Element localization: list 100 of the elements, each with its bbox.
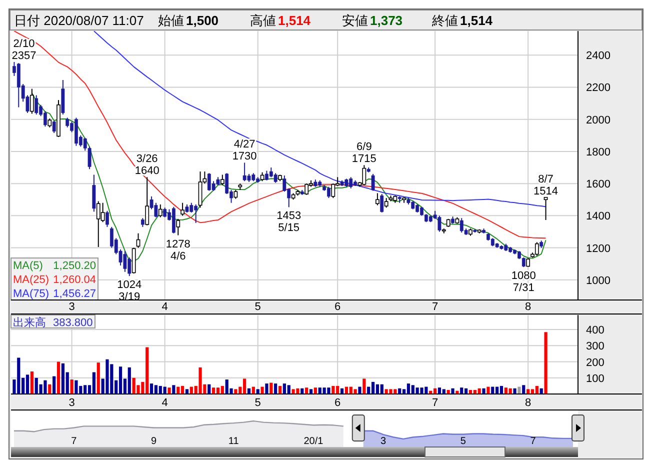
bar xyxy=(26,374,30,394)
x-tick-label: 6 xyxy=(334,397,341,409)
x-tick-label: 20/1 xyxy=(304,436,324,447)
y-tick-label: 200 xyxy=(586,356,604,369)
bar xyxy=(270,382,273,394)
candlestick xyxy=(34,94,38,116)
bar xyxy=(216,388,220,394)
bar xyxy=(380,384,384,394)
x-tick-label: 4 xyxy=(162,397,168,409)
y-tick-label: 1400 xyxy=(586,210,610,223)
x-tick-label: 7 xyxy=(432,397,438,409)
bar xyxy=(74,380,78,394)
bar xyxy=(526,389,530,394)
bar xyxy=(52,376,56,394)
bar xyxy=(486,386,490,394)
x-tick-label: 3 xyxy=(380,436,387,447)
annotation: 1453 5/15 xyxy=(276,210,302,234)
y-tick-label: 1000 xyxy=(586,274,610,287)
bar xyxy=(522,385,526,394)
candlestick xyxy=(52,120,56,134)
text: 1,373 xyxy=(370,13,403,28)
bar xyxy=(150,384,154,394)
bar xyxy=(544,332,548,394)
x-tick-label: 5 xyxy=(254,301,261,313)
text: 1,514 xyxy=(278,13,312,28)
bar xyxy=(198,367,202,394)
candlestick xyxy=(145,176,150,226)
candlestick xyxy=(376,192,380,206)
candlestick xyxy=(544,196,548,221)
bar xyxy=(154,385,158,394)
x-tick-label: 3 xyxy=(68,301,75,313)
candlestick xyxy=(100,202,105,223)
bar xyxy=(309,389,313,394)
candlestick xyxy=(106,210,109,228)
annotation: 383.800 xyxy=(53,317,93,329)
bar xyxy=(212,388,216,394)
x-tick-label: 5 xyxy=(254,397,261,409)
bar xyxy=(168,388,171,394)
bar xyxy=(128,367,131,394)
annotation: 1,250.20 xyxy=(53,260,96,272)
bar xyxy=(354,389,357,394)
bar xyxy=(371,382,375,394)
y-tick-label: 300 xyxy=(586,340,604,353)
bar xyxy=(260,386,264,394)
bar xyxy=(500,386,504,394)
bar xyxy=(362,378,366,394)
text: 高値 xyxy=(250,13,276,28)
text: 終値 xyxy=(431,13,458,28)
bar xyxy=(180,386,184,394)
bar xyxy=(70,379,74,394)
y-tick-label: 2200 xyxy=(586,82,610,94)
candlestick xyxy=(362,164,366,186)
bar xyxy=(265,384,268,394)
candlestick xyxy=(198,171,202,208)
x-tick-label: 9 xyxy=(150,436,157,447)
bar xyxy=(172,385,176,394)
candlestick xyxy=(331,183,336,199)
bar xyxy=(176,386,180,394)
text: 1,500 xyxy=(186,13,219,28)
annotation: 8/7 1514 xyxy=(534,173,558,198)
x-tick-label: 5 xyxy=(460,436,466,447)
candlestick xyxy=(92,174,96,212)
bar xyxy=(96,362,100,394)
candlestick xyxy=(534,242,539,256)
bar xyxy=(274,384,278,394)
x-tick-label: 11 xyxy=(228,436,240,447)
annotation: 6/9 1715 xyxy=(352,141,376,166)
bar xyxy=(48,384,52,394)
bar xyxy=(491,386,494,394)
bar xyxy=(305,388,308,394)
y-tick-label: 100 xyxy=(586,372,604,385)
text: 1,514 xyxy=(460,13,494,28)
bar xyxy=(442,389,446,394)
bar xyxy=(252,386,255,394)
candlestick xyxy=(176,218,180,236)
candlestick xyxy=(380,194,384,213)
y-tick-label: 2400 xyxy=(586,50,610,62)
bar xyxy=(163,386,166,394)
annotation: 1,260.04 xyxy=(53,274,96,286)
bar xyxy=(406,384,410,394)
candlestick xyxy=(304,183,309,196)
y-tick-label: 1600 xyxy=(586,178,610,191)
bar xyxy=(438,388,442,394)
candlestick xyxy=(30,88,34,114)
x-tick-label: 7 xyxy=(71,436,78,447)
bar xyxy=(256,389,260,394)
text: MA(75) xyxy=(13,288,50,300)
bar xyxy=(30,371,34,394)
y-tick-label: 2000 xyxy=(586,114,610,126)
bar xyxy=(518,386,521,394)
x-tick-label: 8 xyxy=(525,301,532,313)
bar xyxy=(185,389,189,394)
candlestick xyxy=(274,172,278,184)
bar xyxy=(278,386,282,394)
candlestick xyxy=(371,173,375,192)
annotation: 1080 7/31 xyxy=(511,270,536,294)
bar xyxy=(513,388,516,394)
x-tick-label: 8 xyxy=(525,397,532,409)
bar xyxy=(376,384,380,394)
bar xyxy=(332,386,335,394)
